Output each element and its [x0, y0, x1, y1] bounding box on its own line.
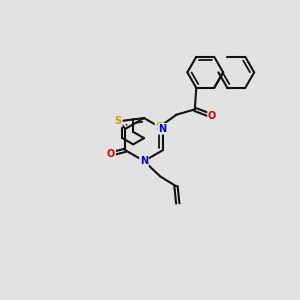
Text: O: O	[107, 149, 115, 159]
Text: O: O	[208, 111, 216, 121]
Text: S: S	[155, 122, 163, 132]
Text: N: N	[140, 156, 148, 166]
Text: S: S	[115, 116, 122, 126]
Text: N: N	[159, 124, 167, 134]
